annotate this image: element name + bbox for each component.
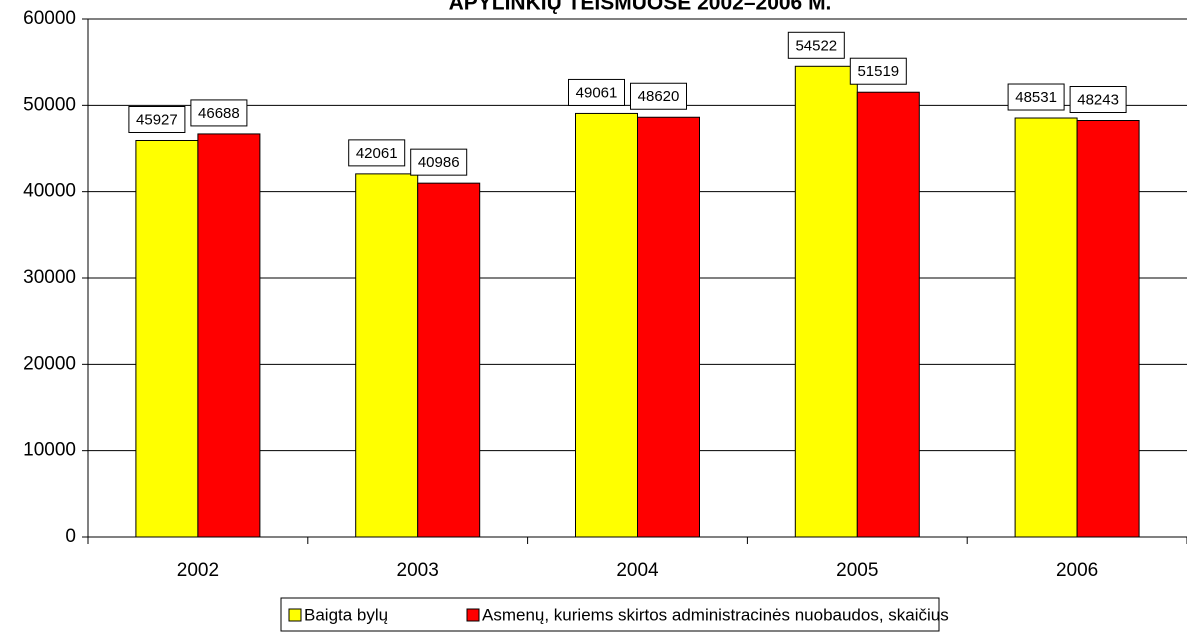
bar <box>135 139 199 538</box>
value-label-box <box>1069 86 1127 114</box>
y-tick-label: 30000 <box>23 267 76 288</box>
value-label: 45927 <box>136 111 178 128</box>
x-tick-label: 2005 <box>836 560 878 581</box>
value-label: 51519 <box>857 63 899 80</box>
legend-swatch <box>288 608 302 622</box>
x-tick-label: 2003 <box>397 560 439 581</box>
y-tick-label: 10000 <box>23 440 76 461</box>
value-label-box <box>410 148 468 176</box>
bar <box>794 65 858 538</box>
bar <box>197 133 261 538</box>
y-tick-label: 20000 <box>23 353 76 374</box>
chart-title: APYLINKIŲ TEISMUOSE 2002–2006 M. <box>449 0 832 15</box>
value-label: 54522 <box>795 37 837 54</box>
bar <box>637 116 700 538</box>
bar <box>1076 120 1140 538</box>
legend-label: Baigta bylų <box>304 605 388 624</box>
legend-swatch <box>466 608 480 622</box>
value-label: 48243 <box>1077 91 1119 108</box>
x-tick-label: 2002 <box>177 560 219 581</box>
bar <box>355 173 419 538</box>
value-label: 40986 <box>418 154 460 171</box>
y-tick-label: 0 <box>65 526 76 547</box>
value-label-box <box>630 82 687 110</box>
value-label: 42061 <box>356 145 398 162</box>
value-label-box <box>190 99 248 127</box>
value-label-box <box>1007 83 1065 111</box>
value-label: 46688 <box>198 105 240 122</box>
value-label-box <box>849 57 907 85</box>
legend-box <box>280 597 940 632</box>
x-tick-label: 2004 <box>616 560 659 581</box>
y-tick-label: 60000 <box>23 8 76 29</box>
y-tick-label: 40000 <box>23 181 76 202</box>
value-label: 48531 <box>1015 89 1057 106</box>
y-tick-label: 50000 <box>23 94 76 115</box>
legend-label: Asmenų, kuriems skirtos administracinės … <box>482 605 949 624</box>
bar <box>417 182 481 538</box>
bar <box>856 91 920 538</box>
bar <box>575 112 638 538</box>
value-label: 49061 <box>576 84 618 101</box>
x-tick-label: 2006 <box>1056 560 1098 581</box>
value-label-box <box>128 105 186 133</box>
bar <box>1014 117 1078 538</box>
value-label-box <box>348 139 406 167</box>
value-label: 48620 <box>638 88 680 105</box>
value-label-box <box>568 78 625 106</box>
value-label-box <box>787 31 845 59</box>
